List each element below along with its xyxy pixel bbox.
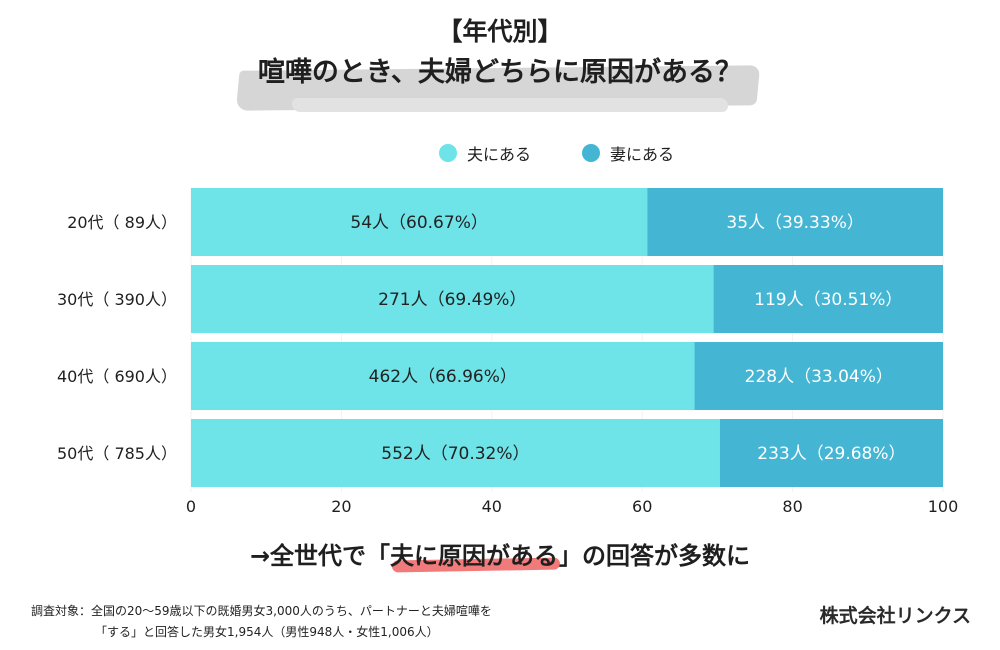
legend: 夫にある 妻にある xyxy=(0,141,1000,165)
bar-wife-1 xyxy=(713,265,943,333)
x-tick-label-0: 0 xyxy=(186,497,196,516)
bar-husband-1 xyxy=(191,265,714,333)
conclusion-highlight: 夫に原因がある xyxy=(390,542,559,570)
bar-label-wife-1: 119人（30.51%） xyxy=(754,290,902,310)
category-label-1: 30代（ 390人） xyxy=(57,290,177,309)
bar-label-wife-0: 35人（39.33%） xyxy=(726,213,863,233)
bar-husband-3 xyxy=(191,419,720,487)
x-tick-label-3: 60 xyxy=(632,497,652,516)
bar-wife-2 xyxy=(694,342,943,410)
x-tick-label-1: 20 xyxy=(331,497,351,516)
legend-swatch-wife xyxy=(582,144,600,162)
bar-wife-3 xyxy=(719,419,943,487)
category-label-0: 20代（ 89人） xyxy=(67,213,177,232)
x-tick-label-4: 80 xyxy=(782,497,802,516)
legend-item-wife: 妻にある xyxy=(582,141,674,165)
footnote-line-2: 「する」と回答した男女1,954人（男性948人・女性1,006人） xyxy=(95,625,439,639)
bar-label-husband-0: 54人（60.67%） xyxy=(350,213,487,233)
legend-item-husband: 夫にある xyxy=(439,141,531,165)
title-line-1: 【年代別】 xyxy=(437,17,563,46)
category-label-3: 50代（ 785人） xyxy=(57,444,177,463)
title-line-2: 喧嘩のとき、夫婦どちらに原因がある？ xyxy=(257,57,743,88)
conclusion: →全世代で「 夫に原因がある」の回答が多数に xyxy=(0,536,1000,573)
bar-wife-0 xyxy=(647,188,943,256)
company-name: 株式会社リンクス xyxy=(819,605,971,627)
bar-husband-2 xyxy=(191,342,695,410)
bar-label-husband-3: 552人（70.32%） xyxy=(381,444,529,464)
x-tick-label-5: 100 xyxy=(928,497,959,516)
chart-title: 【年代別】 喧嘩のとき、夫婦どちらに原因がある？ xyxy=(0,14,1000,112)
title-line-2-wrap: 喧嘩のとき、夫婦どちらに原因がある？ xyxy=(235,54,761,112)
legend-label-husband: 夫にある xyxy=(467,145,532,164)
bar-label-husband-1: 271人（69.49%） xyxy=(378,290,526,310)
bar-label-husband-2: 462人（66.96%） xyxy=(369,367,517,387)
conclusion-text: →全世代で「 夫に原因がある」の回答が多数に xyxy=(249,536,751,573)
footnote-line-1: 調査対象：全国の20〜59歳以下の既婚男女3,000人のうち、パートナーと夫婦喧… xyxy=(31,604,492,618)
legend-label-wife: 妻にある xyxy=(610,145,675,164)
legend-swatch-husband xyxy=(439,144,457,162)
conclusion-highlight-wrap: 夫に原因がある xyxy=(390,536,561,573)
bar-husband-0 xyxy=(191,188,648,256)
conclusion-prefix: →全世代で「 xyxy=(249,542,391,570)
category-label-2: 40代（ 690人） xyxy=(57,367,177,386)
bar-label-wife-2: 228人（33.04%） xyxy=(745,367,893,387)
conclusion-suffix: 」の回答が多数に xyxy=(558,542,751,570)
bar-label-wife-3: 233人（29.68%） xyxy=(757,444,905,464)
footnote: 調査対象：全国の20〜59歳以下の既婚男女3,000人のうち、パートナーと夫婦喧… xyxy=(31,601,492,643)
x-tick-label-2: 40 xyxy=(482,497,502,516)
